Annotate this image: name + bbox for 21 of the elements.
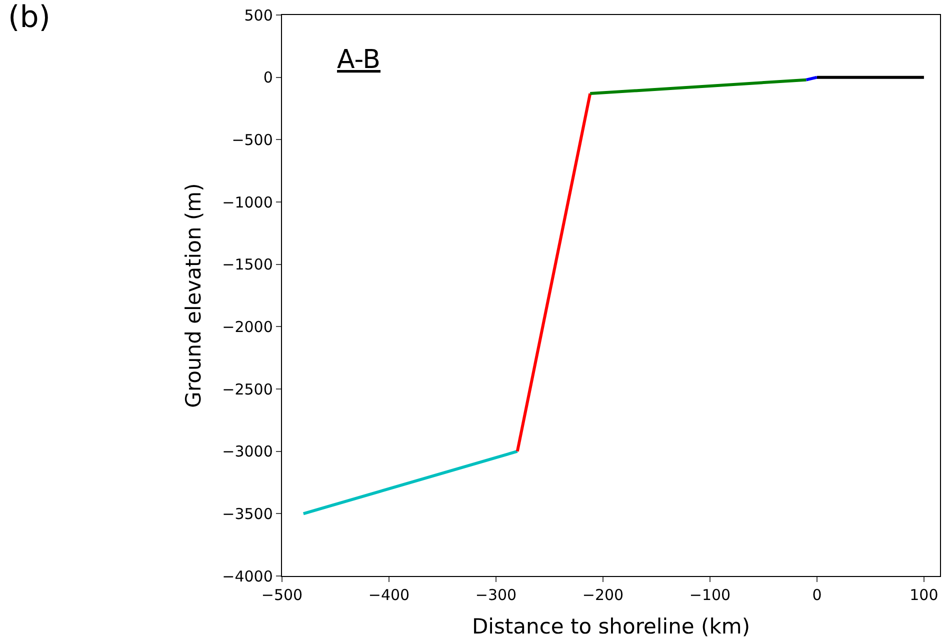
y-tick-label: −4000: [222, 567, 273, 586]
text: (b): [8, 0, 50, 35]
x-tick-label: 100: [910, 586, 938, 604]
y-axis-title: Ground elevation (m): [181, 183, 206, 408]
y-tick-label: −500: [232, 130, 273, 149]
x-tick-label: −300: [475, 586, 517, 604]
x-tick-label: −400: [368, 586, 410, 604]
x-tick-label: −200: [582, 586, 624, 604]
x-axis-title: Distance to shoreline (km): [472, 614, 750, 638]
y-tick-label: 0: [263, 68, 273, 87]
x-tick-label: −100: [689, 586, 731, 604]
x-tick-label: 0: [812, 586, 822, 604]
y-tick-label: 500: [244, 6, 273, 24]
x-tick-label: −500: [261, 586, 303, 604]
y-tick-label: −1500: [222, 256, 273, 274]
y-tick-label: −2000: [222, 318, 273, 336]
y-tick-label: −2500: [222, 380, 273, 398]
y-tick-label: −3000: [222, 442, 273, 461]
annotation: A-B: [337, 45, 381, 75]
y-tick-label: −1000: [222, 193, 273, 212]
y-tick-label: −3500: [222, 504, 273, 523]
